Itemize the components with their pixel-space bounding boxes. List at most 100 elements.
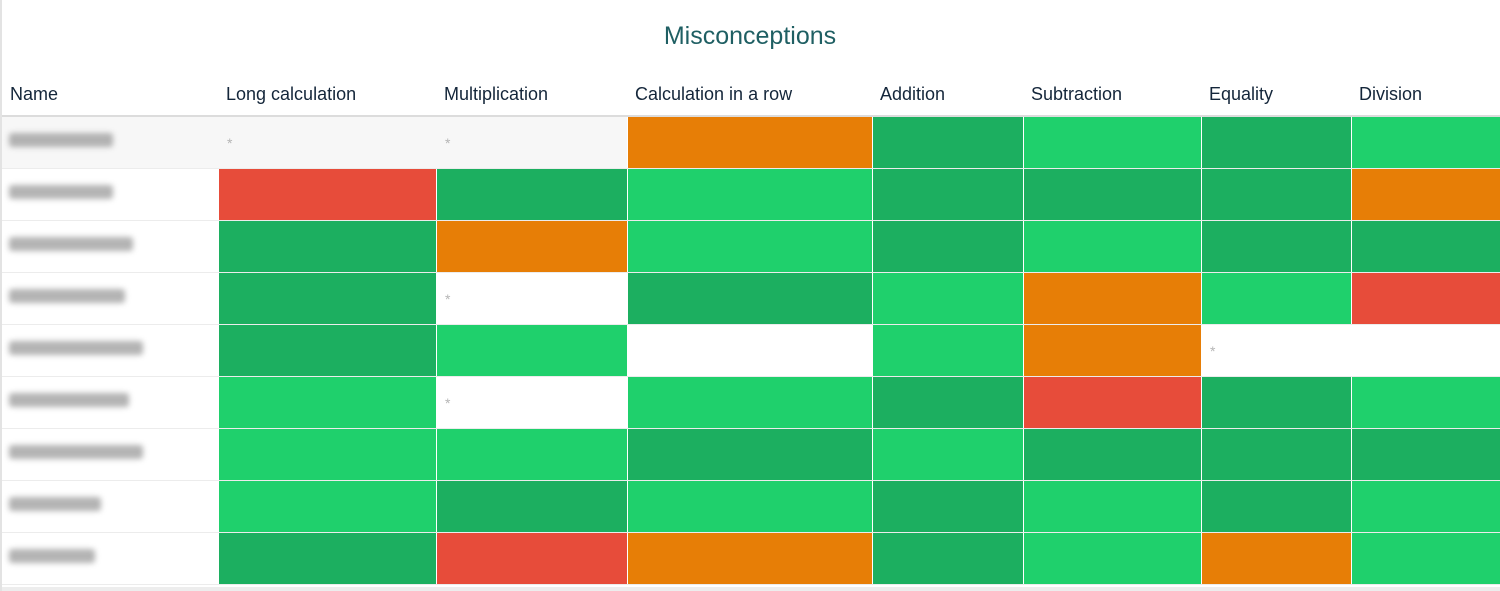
heatmap-cell-red[interactable] xyxy=(217,168,436,221)
left-border xyxy=(0,0,2,591)
column-header-addition[interactable]: Addition xyxy=(872,74,1023,117)
heatmap-cell-dark[interactable] xyxy=(1200,428,1351,481)
heatmap-cell-light[interactable] xyxy=(435,428,627,481)
heatmap-cell-empty[interactable]: * xyxy=(436,376,627,429)
heatmap-cell-orange[interactable] xyxy=(1350,168,1500,221)
heatmap-cell-light[interactable] xyxy=(1350,376,1500,429)
student-name-cell xyxy=(2,116,218,169)
table-row xyxy=(2,428,1500,481)
student-name-cell xyxy=(2,220,218,273)
no-data-marker: * xyxy=(445,290,451,307)
redacted-student-name xyxy=(9,289,125,303)
heatmap-cell-dark[interactable] xyxy=(871,532,1023,585)
heatmap-cell-red[interactable] xyxy=(435,532,627,585)
heatmap-cell-empty[interactable] xyxy=(1351,324,1500,377)
student-name-cell xyxy=(2,532,218,585)
heatmap-cell-orange[interactable] xyxy=(435,220,627,273)
heatmap-cell-red[interactable] xyxy=(1022,376,1201,429)
heatmap-cell-dark[interactable] xyxy=(1200,376,1351,429)
heatmap-cell-light[interactable] xyxy=(871,272,1023,325)
student-name-cell xyxy=(2,376,218,429)
heatmap-cell-orange[interactable] xyxy=(1200,532,1351,585)
heatmap-cell-light[interactable] xyxy=(1350,532,1500,585)
no-data-marker: * xyxy=(445,394,451,411)
student-name-cell xyxy=(2,272,218,325)
column-header-calculation-in-a-row[interactable]: Calculation in a row xyxy=(627,74,872,117)
redacted-student-name xyxy=(9,341,143,355)
heatmap-cell-dark[interactable] xyxy=(871,220,1023,273)
redacted-student-name xyxy=(9,133,113,147)
heatmap-cell-dark[interactable] xyxy=(1350,428,1500,481)
table-row: * * xyxy=(2,116,1500,169)
column-header-equality[interactable]: Equality xyxy=(1201,74,1351,117)
heatmap-cell-light[interactable] xyxy=(217,376,436,429)
heatmap-cell-dark[interactable] xyxy=(217,324,436,377)
redacted-student-name xyxy=(9,393,129,407)
heatmap-cell-red[interactable] xyxy=(1350,272,1500,325)
heatmap-cell-light[interactable] xyxy=(871,324,1023,377)
heatmap-cell-dark[interactable] xyxy=(1200,116,1351,169)
column-header-subtraction[interactable]: Subtraction xyxy=(1023,74,1201,117)
heatmap-cell-dark[interactable] xyxy=(217,220,436,273)
heatmap-cell-dark[interactable] xyxy=(1200,168,1351,221)
heatmap-cell-dark[interactable] xyxy=(217,532,436,585)
table-row xyxy=(2,168,1500,221)
redacted-student-name xyxy=(9,549,95,563)
redacted-student-name xyxy=(9,237,133,251)
heatmap-cell-light[interactable] xyxy=(1022,116,1201,169)
heatmap-cell-empty[interactable] xyxy=(627,324,872,377)
heatmap-cell-light[interactable] xyxy=(1350,116,1500,169)
heatmap-cell-light[interactable] xyxy=(626,220,872,273)
heatmap-cell-empty[interactable]: * xyxy=(436,116,627,169)
heatmap-cell-dark[interactable] xyxy=(217,272,436,325)
header-row: Name Long calculation Multiplication Cal… xyxy=(2,74,1500,117)
heatmap-cell-light[interactable] xyxy=(435,324,627,377)
heatmap-cell-light[interactable] xyxy=(1200,272,1351,325)
heatmap-cell-dark[interactable] xyxy=(435,168,627,221)
heatmap-cell-light[interactable] xyxy=(626,376,872,429)
heatmap-cell-light[interactable] xyxy=(626,168,872,221)
heatmap-cell-dark[interactable] xyxy=(435,480,627,533)
redacted-student-name xyxy=(9,445,143,459)
heatmap-cell-dark[interactable] xyxy=(1350,220,1500,273)
heatmap-cell-dark[interactable] xyxy=(871,480,1023,533)
heatmap-cell-orange[interactable] xyxy=(1022,324,1201,377)
heatmap-cell-dark[interactable] xyxy=(1022,428,1201,481)
heatmap-cell-empty[interactable]: * xyxy=(436,272,627,325)
redacted-student-name xyxy=(9,185,113,199)
heatmap-cell-empty[interactable]: * xyxy=(1201,324,1351,377)
column-header-division[interactable]: Division xyxy=(1351,74,1500,117)
heatmap-cell-light[interactable] xyxy=(1022,532,1201,585)
heatmap-cell-dark[interactable] xyxy=(871,116,1023,169)
heatmap-cell-dark[interactable] xyxy=(626,272,872,325)
heatmap-cell-dark[interactable] xyxy=(1022,168,1201,221)
student-name-cell xyxy=(2,428,218,481)
table-row xyxy=(2,480,1500,533)
heatmap-cell-orange[interactable] xyxy=(626,116,872,169)
no-data-marker: * xyxy=(1210,342,1216,359)
heatmap-cell-light[interactable] xyxy=(871,428,1023,481)
heatmap-cell-light[interactable] xyxy=(626,480,872,533)
heatmap-cell-dark[interactable] xyxy=(871,376,1023,429)
heatmap-cell-orange[interactable] xyxy=(1022,272,1201,325)
heatmap-cell-light[interactable] xyxy=(217,480,436,533)
heatmap-cell-orange[interactable] xyxy=(626,532,872,585)
heatmap-cell-dark[interactable] xyxy=(1200,220,1351,273)
heatmap-cell-dark[interactable] xyxy=(626,428,872,481)
heatmap-cell-dark[interactable] xyxy=(1200,480,1351,533)
heatmap-cell-light[interactable] xyxy=(217,428,436,481)
heatmap-cell-light[interactable] xyxy=(1022,220,1201,273)
heatmap-cell-empty[interactable]: * xyxy=(218,116,436,169)
column-header-multiplication[interactable]: Multiplication xyxy=(436,74,627,117)
column-header-name[interactable]: Name xyxy=(2,74,218,117)
column-header-long-calculation[interactable]: Long calculation xyxy=(218,74,436,117)
table-row: * xyxy=(2,376,1500,429)
heatmap-cell-dark[interactable] xyxy=(871,168,1023,221)
heatmap-cell-light[interactable] xyxy=(1350,480,1500,533)
scroll-edge xyxy=(2,587,1500,591)
table-row: * xyxy=(2,272,1500,325)
table-body: * * * * * xyxy=(2,116,1500,585)
misconceptions-table: Name Long calculation Multiplication Cal… xyxy=(2,74,1500,585)
heatmap-cell-light[interactable] xyxy=(1022,480,1201,533)
no-data-marker: * xyxy=(445,134,451,151)
